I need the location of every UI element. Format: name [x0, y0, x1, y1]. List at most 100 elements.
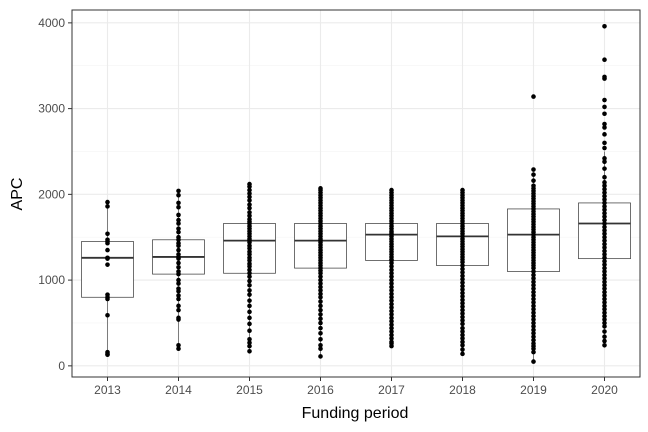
data-point	[176, 277, 181, 283]
data-point	[531, 359, 536, 364]
data-point	[602, 23, 607, 29]
data-point	[602, 140, 607, 146]
data-point	[389, 291, 394, 297]
y-tick-label: 4000	[38, 16, 65, 30]
data-point	[176, 217, 181, 223]
data-point	[105, 256, 110, 261]
x-tick-label: 2018	[449, 383, 476, 397]
data-point	[389, 325, 394, 331]
data-point	[176, 346, 181, 352]
data-point	[247, 267, 252, 273]
data-point	[176, 229, 181, 235]
grid	[72, 10, 640, 377]
data-point	[602, 125, 607, 130]
x-tick-label: 2013	[94, 383, 121, 397]
data-point	[176, 296, 181, 302]
data-point	[247, 184, 252, 189]
data-point	[318, 281, 323, 286]
data-point	[531, 296, 536, 302]
data-point	[531, 334, 536, 339]
data-point	[602, 342, 607, 348]
data-point	[247, 210, 252, 215]
data-point	[318, 288, 323, 293]
data-point	[318, 270, 323, 276]
data-point	[602, 255, 607, 261]
data-point	[460, 307, 465, 313]
data-point	[176, 204, 181, 210]
y-axis-title: APC	[9, 178, 26, 211]
data-point	[389, 329, 394, 334]
data-point	[602, 306, 607, 312]
data-point	[602, 159, 607, 165]
x-tick-label: 2017	[378, 383, 405, 397]
data-point	[602, 317, 607, 322]
data-point	[176, 342, 181, 348]
data-point	[318, 303, 323, 309]
data-point	[602, 248, 607, 254]
data-point	[460, 280, 465, 285]
x-tick-label: 2014	[165, 383, 192, 397]
data-point	[176, 237, 181, 243]
data-point	[247, 340, 252, 346]
data-point	[460, 287, 465, 292]
y-axis-ticks: 0 1000 2000 3000 4000	[38, 16, 72, 373]
data-point	[247, 282, 252, 288]
data-point	[602, 197, 607, 202]
point-layer	[105, 23, 607, 364]
data-point	[389, 298, 394, 303]
data-point	[389, 312, 394, 317]
data-point	[318, 316, 323, 321]
data-point	[602, 156, 607, 161]
data-point	[531, 306, 536, 312]
data-point	[460, 347, 465, 352]
x-axis-title: Funding period	[302, 405, 409, 422]
data-point	[602, 238, 607, 243]
data-point	[247, 274, 252, 279]
data-point	[531, 178, 536, 183]
x-tick-label: 2015	[236, 383, 263, 397]
data-point	[602, 104, 607, 110]
data-point	[247, 270, 252, 276]
data-point	[602, 265, 607, 271]
data-point	[602, 329, 607, 334]
x-axis-ticks: 2013 2014 2015 2016 2017 2018 2019 2020	[94, 377, 618, 397]
data-point	[389, 318, 394, 324]
data-point	[247, 292, 252, 297]
data-point	[460, 336, 465, 341]
data-point	[602, 310, 607, 315]
data-point	[602, 210, 607, 216]
data-point	[531, 313, 536, 319]
data-point	[531, 317, 536, 322]
data-point	[389, 277, 394, 283]
data-point	[460, 290, 465, 296]
data-point	[602, 252, 607, 257]
data-point	[176, 260, 181, 266]
data-point	[531, 172, 536, 177]
data-point	[602, 282, 607, 288]
data-point	[318, 299, 323, 304]
data-point	[460, 283, 465, 289]
data-point	[460, 259, 465, 265]
data-point	[389, 260, 394, 266]
data-point	[602, 132, 607, 137]
data-point	[318, 277, 323, 283]
data-point	[531, 324, 536, 329]
data-point	[460, 321, 465, 327]
data-point	[602, 204, 607, 209]
data-point	[602, 324, 607, 329]
data-point	[176, 243, 181, 249]
data-point	[602, 241, 607, 247]
data-point	[247, 194, 252, 200]
data-point	[602, 174, 607, 180]
data-point	[460, 314, 465, 320]
data-point	[247, 191, 252, 196]
data-point	[389, 288, 394, 293]
data-point	[105, 240, 110, 246]
data-point	[247, 348, 252, 354]
data-point	[176, 307, 181, 313]
data-point	[602, 228, 607, 233]
data-point	[247, 198, 252, 203]
data-point	[318, 291, 323, 297]
data-point	[105, 204, 110, 209]
y-tick-label: 1000	[38, 273, 65, 287]
